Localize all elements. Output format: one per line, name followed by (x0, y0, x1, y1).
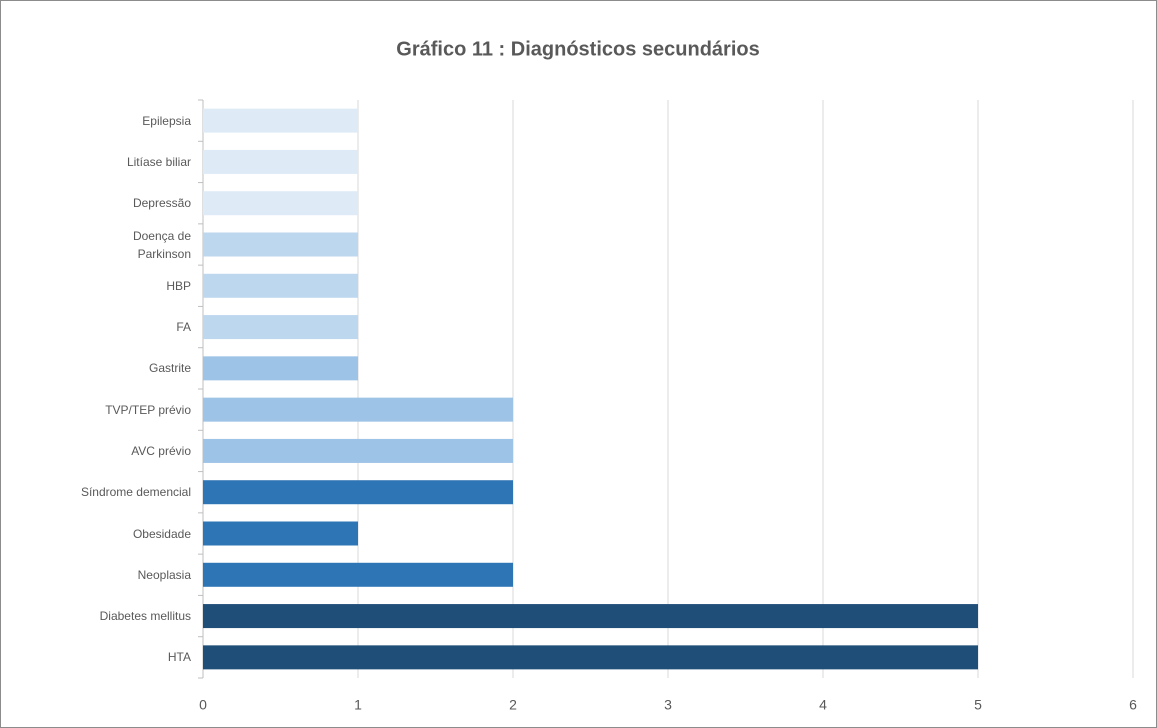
y-tick-label: Depressão (132, 196, 191, 211)
y-tick-label: TVP/TEP prévio (105, 402, 191, 417)
y-tick-label: Litíase biliar (126, 154, 191, 169)
y-tick-label: FA (176, 320, 191, 335)
y-tick-label: HTA (167, 650, 191, 665)
x-tick-label: 1 (354, 697, 362, 713)
x-tick-label: 3 (664, 697, 672, 713)
bar (203, 521, 358, 546)
bar (203, 315, 358, 340)
x-tick-label: 2 (509, 697, 517, 713)
x-tick-label: 4 (819, 697, 827, 713)
y-tick-label: Síndrome demencial (80, 485, 191, 500)
bar (203, 438, 513, 463)
bar (203, 356, 358, 381)
bar (203, 604, 978, 629)
bar (203, 108, 358, 133)
bar (203, 232, 358, 257)
bar (203, 397, 513, 422)
bar (203, 149, 358, 174)
x-tick-label: 0 (199, 697, 207, 713)
y-tick-label: Gastrite (148, 361, 191, 376)
bar (203, 645, 978, 670)
bar (203, 562, 513, 587)
y-tick-label: Neoplasia (137, 567, 191, 582)
chart-title: Gráfico 11 : Diagnósticos secundários (396, 38, 759, 60)
y-tick-label: Obesidade (132, 526, 191, 541)
x-tick-label: 5 (974, 697, 982, 713)
bar (203, 273, 358, 298)
y-tick-label: AVC prévio (131, 443, 191, 458)
bar (203, 191, 358, 216)
y-tick-label: Doença de Parkinson (132, 228, 191, 261)
y-tick-label: Diabetes mellitus (99, 609, 191, 624)
x-tick-label: 6 (1129, 697, 1137, 713)
y-tick-label: HBP (166, 278, 191, 293)
bar (203, 480, 513, 505)
y-tick-label: Epilepsia (142, 113, 191, 128)
